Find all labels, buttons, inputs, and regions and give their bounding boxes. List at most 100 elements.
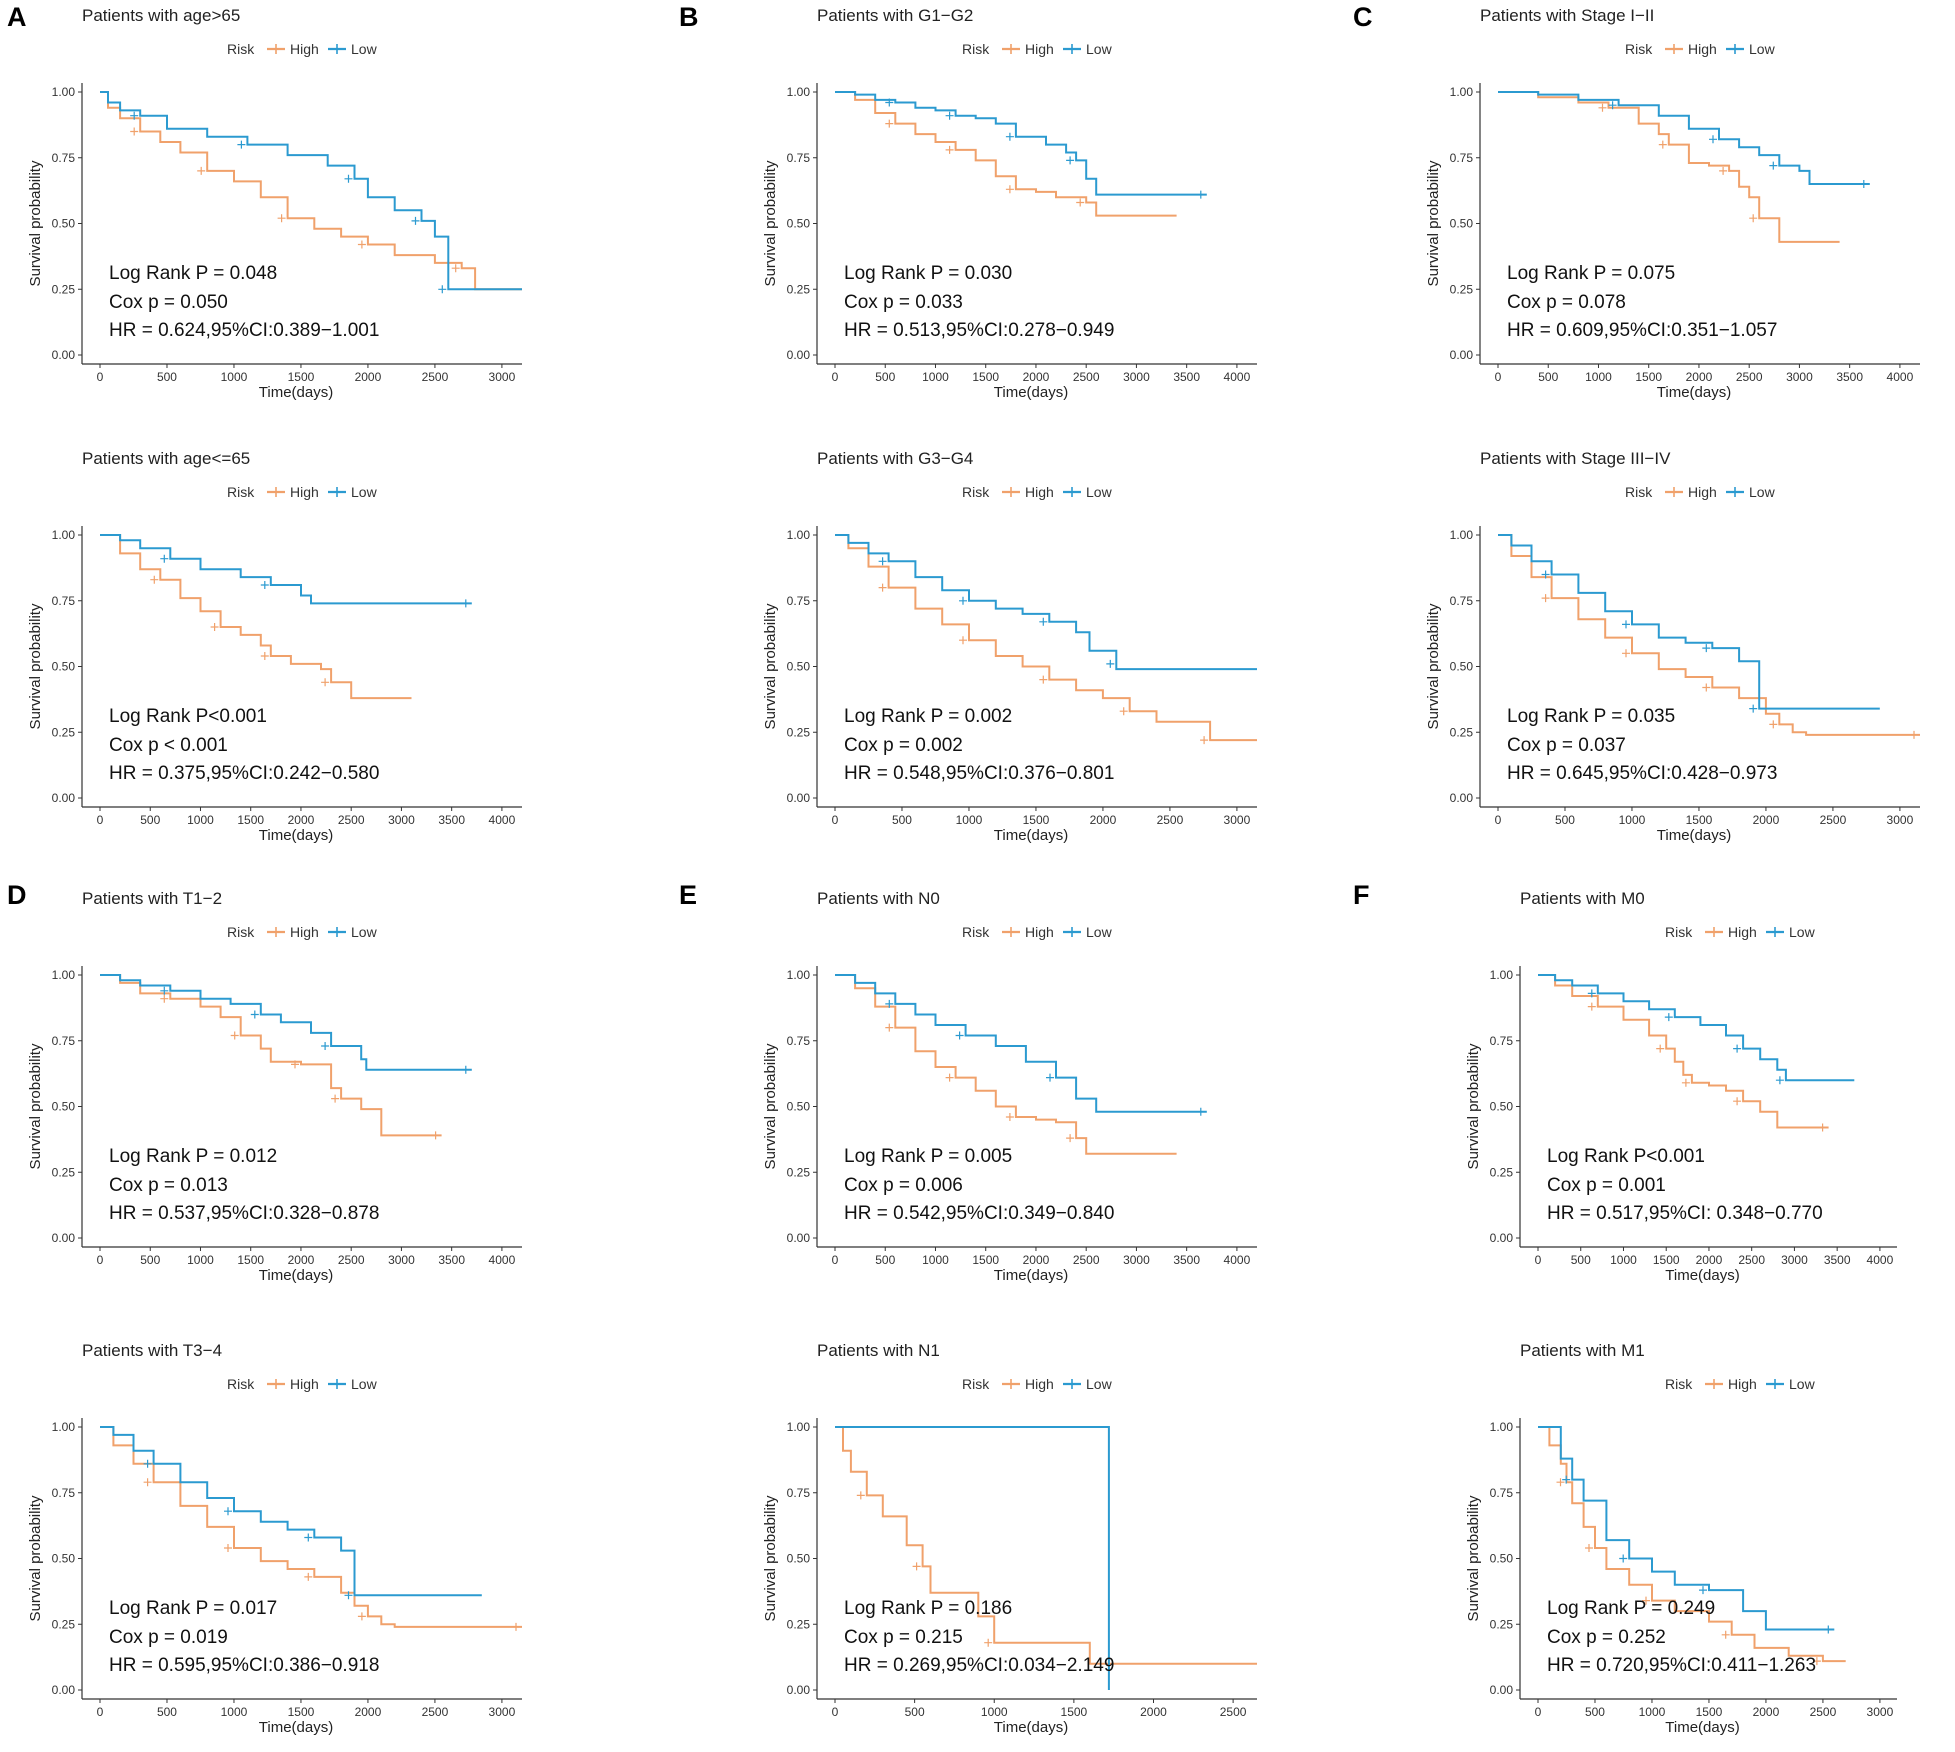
legend-item-low: Low [328, 484, 378, 500]
y-tick-label: 0.00 [52, 1683, 76, 1697]
y-axis-label: Survival probability [762, 603, 779, 729]
legend-title: Risk [227, 484, 255, 500]
censor-mark [344, 1591, 353, 1600]
x-tick-label: 1000 [1639, 1705, 1666, 1719]
y-tick-label: 0.75 [787, 1486, 811, 1500]
y-axis-label: Survival probability [27, 1043, 44, 1169]
y-tick-label: 0.75 [52, 594, 76, 608]
censor-mark [1587, 989, 1596, 998]
censor-mark [878, 557, 887, 566]
censor-mark [143, 1478, 152, 1487]
legend-item-low: Low [1766, 1376, 1816, 1392]
censor-mark [1769, 161, 1778, 170]
x-axis-label: Time(days) [994, 1267, 1068, 1284]
censor-mark [1005, 185, 1014, 194]
svg-text:High: High [1025, 484, 1054, 500]
censor-mark [1859, 180, 1868, 188]
legend-item-low: Low [328, 41, 378, 57]
stat-log-rank: Log Rank P = 0.075 [1507, 263, 1675, 284]
x-tick-label: 2500 [1073, 370, 1100, 384]
y-tick-label: 0.25 [787, 1617, 811, 1631]
censor-mark [250, 1010, 259, 1019]
censor-mark [1556, 1478, 1565, 1487]
stat-cox: Cox p = 0.033 [844, 292, 963, 313]
censor-mark [1200, 736, 1209, 745]
x-tick-label: 2000 [1140, 1705, 1167, 1719]
x-tick-label: 500 [875, 370, 895, 384]
km-curve-high [1498, 534, 1920, 736]
stat-hr: HR = 0.513,95%CI:0.278−0.949 [844, 320, 1114, 341]
x-tick-label: 0 [1535, 1253, 1542, 1267]
svg-text:High: High [1025, 41, 1054, 57]
censor-mark [955, 1031, 964, 1040]
legend-item-low: Low [1063, 1376, 1113, 1392]
panel-letter-b: B [679, 2, 699, 32]
km-curve-low [1538, 974, 1855, 1082]
x-tick-label: 2500 [1810, 1705, 1837, 1719]
axes: 0.00 0.25 0.50 0.75 1.00 0 500 1000 1500 2000 2500… [787, 966, 1257, 1267]
censor-mark [885, 1023, 894, 1032]
x-axis-label: Time(days) [1665, 1719, 1739, 1736]
x-tick-label: 2500 [338, 1253, 365, 1267]
x-tick-label: 1000 [922, 370, 949, 384]
plot-title: Patients with G1−G2 [817, 6, 973, 25]
x-tick-label: 3000 [1123, 1253, 1150, 1267]
x-tick-label: 2000 [1090, 813, 1117, 827]
x-tick-label: 3000 [1786, 370, 1813, 384]
svg-text:Low: Low [1749, 41, 1776, 57]
stat-hr: HR = 0.624,95%CI:0.389−1.001 [109, 320, 379, 341]
x-tick-label: 2500 [1736, 370, 1763, 384]
x-tick-label: 2000 [1686, 370, 1713, 384]
x-tick-label: 2000 [1023, 370, 1050, 384]
svg-text:Low: Low [351, 41, 378, 57]
x-tick-label: 4000 [1867, 1253, 1894, 1267]
y-tick-label: 0.75 [1490, 1486, 1514, 1500]
x-axis-label: Time(days) [1657, 384, 1731, 401]
censor-mark [885, 98, 894, 107]
y-tick-label: 0.00 [787, 791, 811, 805]
x-tick-label: 2500 [338, 813, 365, 827]
legend-item-high: High [1002, 41, 1054, 57]
y-tick-label: 0.00 [1450, 791, 1474, 805]
censor-mark [461, 599, 470, 608]
legend-item-high: High [1705, 1376, 1757, 1392]
x-tick-label: 2000 [355, 370, 382, 384]
censor-mark [1562, 1475, 1571, 1484]
censor-mark [1812, 1657, 1821, 1666]
panel-letter-a: A [7, 2, 27, 32]
y-tick-label: 0.50 [1450, 660, 1474, 674]
y-tick-label: 0.50 [1490, 1100, 1514, 1114]
censor-mark [885, 999, 894, 1008]
x-tick-label: 4000 [489, 813, 516, 827]
legend-item-low: Low [1063, 484, 1113, 500]
y-tick-label: 0.00 [52, 1231, 76, 1245]
censor-mark [1541, 570, 1550, 579]
y-tick-label: 1.00 [52, 968, 76, 982]
stat-log-rank: Log Rank P = 0.035 [1507, 706, 1675, 727]
censor-mark [1733, 1097, 1742, 1106]
x-tick-label: 2500 [1073, 1253, 1100, 1267]
y-axis-label: Survival probability [762, 160, 779, 286]
stat-cox: Cox p = 0.037 [1507, 735, 1626, 756]
stat-cox: Cox p = 0.215 [844, 1627, 963, 1648]
km-curve-high [835, 91, 1177, 217]
y-tick-label: 1.00 [787, 1420, 811, 1434]
stat-cox: Cox p = 0.013 [109, 1175, 228, 1196]
censor-mark [945, 1073, 954, 1082]
plot-title: Patients with N1 [817, 1341, 940, 1360]
plot-title: Patients with age>65 [82, 6, 240, 25]
censor-mark [1587, 1002, 1596, 1011]
km-curve-low [100, 91, 522, 291]
stat-cox: Cox p = 0.002 [844, 735, 963, 756]
legend-item-high: High [1002, 924, 1054, 940]
km-curve-low [835, 91, 1207, 196]
y-tick-label: 0.50 [787, 1552, 811, 1566]
y-tick-label: 0.50 [787, 1100, 811, 1114]
y-tick-label: 0.25 [52, 282, 76, 296]
x-tick-label: 1000 [1585, 370, 1612, 384]
censor-mark [1733, 1044, 1742, 1053]
y-tick-label: 0.25 [787, 725, 811, 739]
x-tick-label: 3000 [1781, 1253, 1808, 1267]
